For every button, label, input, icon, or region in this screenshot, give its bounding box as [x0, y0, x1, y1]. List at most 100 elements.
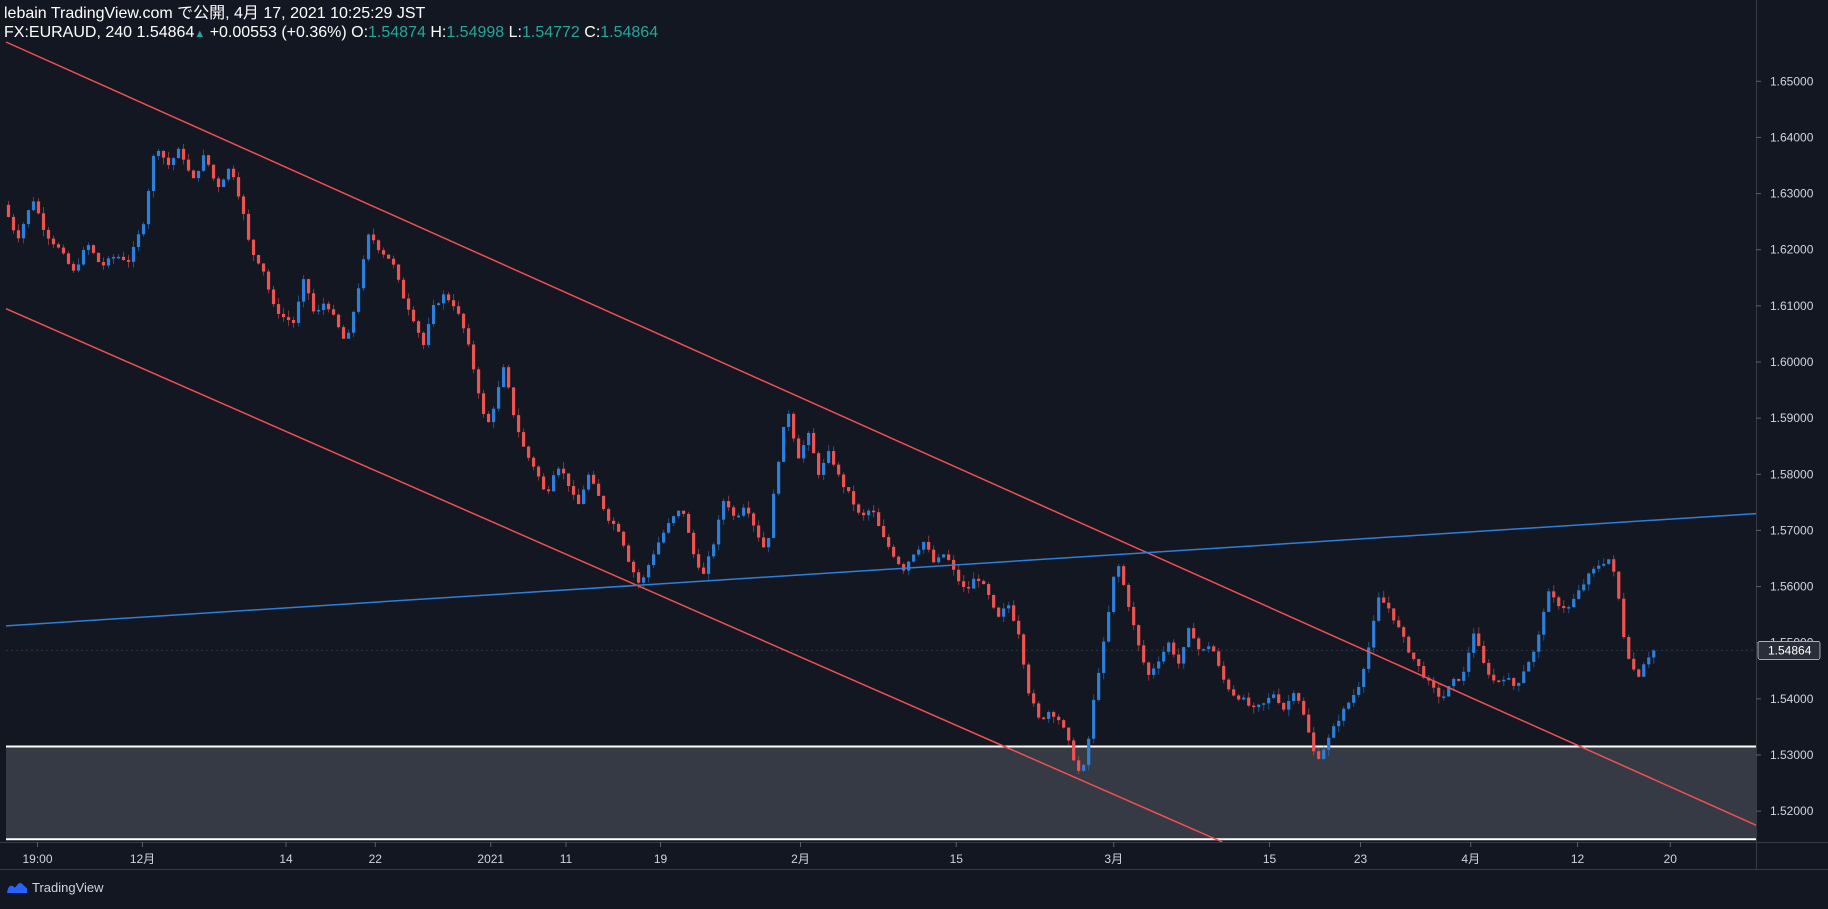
candle-body: [216, 178, 221, 188]
candle-body: [867, 510, 871, 516]
candle-body: [1607, 559, 1611, 564]
candle-body: [882, 525, 886, 538]
candle-body: [682, 510, 686, 514]
candle-body: [371, 234, 376, 241]
time-tick-label: 20: [1664, 852, 1678, 866]
candle-body: [972, 578, 976, 589]
candle-body: [356, 288, 361, 312]
candle-body: [1157, 661, 1161, 669]
candle-body: [1632, 658, 1636, 670]
candle-body: [847, 487, 851, 492]
footer-brand[interactable]: TradingView: [6, 880, 104, 895]
last-price: 1.54864: [136, 24, 195, 41]
candle-body: [1492, 674, 1496, 681]
candle-body: [932, 549, 936, 563]
low-value: 1.54772: [521, 24, 580, 41]
price-tick-label: 1.56000: [1770, 580, 1814, 594]
candle-body: [1062, 720, 1066, 728]
candle-body: [837, 464, 841, 475]
candle-body: [1057, 716, 1061, 721]
candle-body: [782, 426, 786, 462]
candle-body: [1357, 686, 1361, 695]
candle-body: [351, 311, 356, 333]
candle-body: [101, 262, 106, 266]
time-tick-label: 19:00: [22, 852, 52, 866]
candle-body: [1552, 591, 1556, 598]
tradingview-logo-icon: [7, 883, 27, 893]
candle-body: [852, 491, 856, 505]
candle-body: [641, 577, 646, 583]
candle-body: [997, 607, 1001, 617]
price-tick-label: 1.62000: [1770, 243, 1814, 257]
candle-body: [1497, 680, 1501, 682]
candle-body: [1217, 651, 1221, 666]
close-value: 1.54864: [600, 24, 659, 41]
drawings[interactable]: [5, 41, 1757, 843]
candle-body: [551, 475, 556, 492]
candle-body: [496, 387, 501, 409]
candle-body: [1402, 627, 1406, 637]
candle-body: [1137, 625, 1141, 646]
candle-body: [276, 304, 281, 314]
publish-line: lebain TradingView.com で公開, 4月 17, 2021 …: [4, 5, 426, 22]
candle-body: [902, 564, 906, 571]
candle-body: [1527, 661, 1531, 672]
candle-body: [306, 279, 311, 294]
candle-body: [391, 258, 396, 265]
candle-body: [1162, 651, 1166, 662]
candle-body: [1382, 597, 1386, 603]
candle-body: [621, 531, 626, 546]
candle-body: [1412, 652, 1416, 660]
candle-body: [1562, 606, 1566, 609]
time-tick-label: 3月: [1104, 852, 1123, 866]
candle-body: [917, 549, 921, 555]
candle-body: [922, 541, 926, 550]
candle-body: [176, 148, 181, 159]
candle-body: [426, 324, 431, 345]
candle-body: [797, 438, 801, 459]
candle-body: [1127, 584, 1131, 607]
zone-fill: [6, 746, 1756, 840]
candle-body: [1067, 727, 1071, 741]
candle-body: [286, 317, 291, 321]
candle-body: [236, 177, 241, 197]
candle-body: [331, 309, 336, 315]
candle-body: [1147, 662, 1151, 675]
price-tick-label: 1.64000: [1770, 130, 1814, 144]
candle-body: [1287, 701, 1291, 710]
candle-body: [186, 159, 191, 171]
candle-body: [261, 263, 266, 272]
candle-body: [106, 258, 111, 266]
candle-body: [1307, 714, 1311, 733]
time-axis[interactable]: 19:00 12月 14 22 2021 11 19 2月 15 3月 15 23 4月 12 20: [0, 842, 1828, 870]
candle-body: [1617, 571, 1621, 599]
candle-body: [1182, 647, 1186, 664]
candle-body: [772, 493, 776, 538]
support-zone: [6, 745, 1756, 841]
price-axis[interactable]: 1.520001.530001.540001.550001.560001.570…: [1756, 0, 1828, 869]
candle-body: [742, 507, 746, 516]
candle-body: [817, 453, 821, 475]
candle-body: [717, 519, 721, 545]
candle-body: [491, 408, 496, 423]
candle-body: [677, 510, 681, 517]
candle-body: [586, 474, 591, 490]
candle-body: [1582, 584, 1586, 591]
candle-body: [131, 247, 136, 262]
candle-body: [1387, 602, 1391, 609]
price-tick-label: 1.58000: [1770, 467, 1814, 481]
candle-body: [1342, 708, 1346, 721]
candle-body: [1467, 652, 1471, 672]
candle-body: [977, 578, 981, 582]
candle-body: [221, 179, 226, 188]
candle-body: [76, 264, 81, 271]
candle-body: [1367, 647, 1371, 669]
candle-body: [1022, 634, 1026, 665]
candle-body: [126, 260, 131, 262]
candle-body: [381, 250, 386, 255]
candle-body: [196, 170, 201, 179]
candle-body: [46, 229, 51, 239]
time-tick-label: 2月: [791, 852, 810, 866]
candle-body: [1037, 703, 1041, 718]
